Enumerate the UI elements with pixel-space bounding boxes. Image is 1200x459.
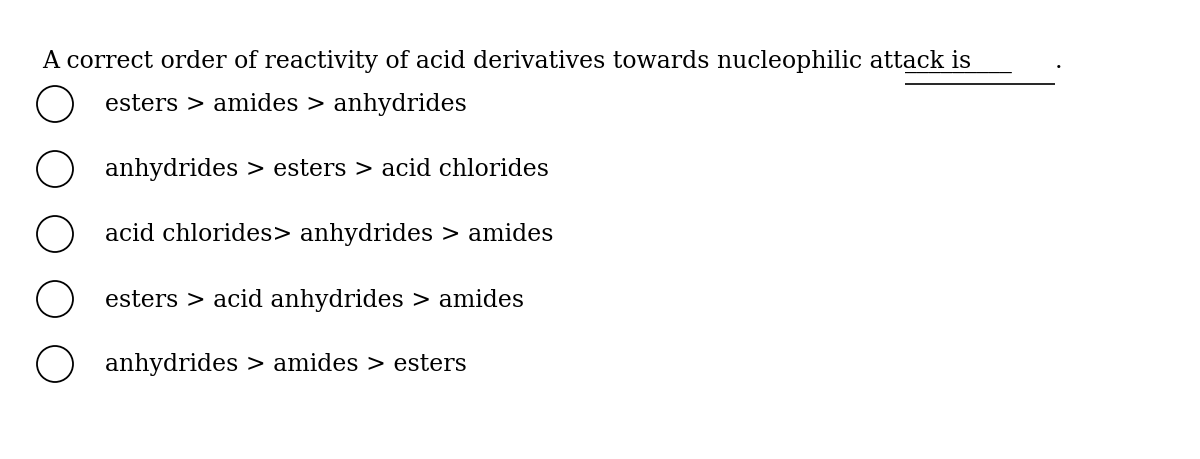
Text: A correct order of reactivity of acid derivatives towards nucleophilic attack is: A correct order of reactivity of acid de…: [42, 50, 979, 73]
Text: .: .: [1055, 50, 1063, 73]
Text: acid chlorides> anhydrides > amides: acid chlorides> anhydrides > amides: [106, 223, 553, 246]
Text: _________: _________: [905, 50, 1012, 73]
Text: anhydrides > amides > esters: anhydrides > amides > esters: [106, 353, 467, 375]
Text: anhydrides > esters > acid chlorides: anhydrides > esters > acid chlorides: [106, 158, 550, 181]
Text: esters > acid anhydrides > amides: esters > acid anhydrides > amides: [106, 288, 524, 311]
Text: esters > amides > anhydrides: esters > amides > anhydrides: [106, 93, 467, 116]
